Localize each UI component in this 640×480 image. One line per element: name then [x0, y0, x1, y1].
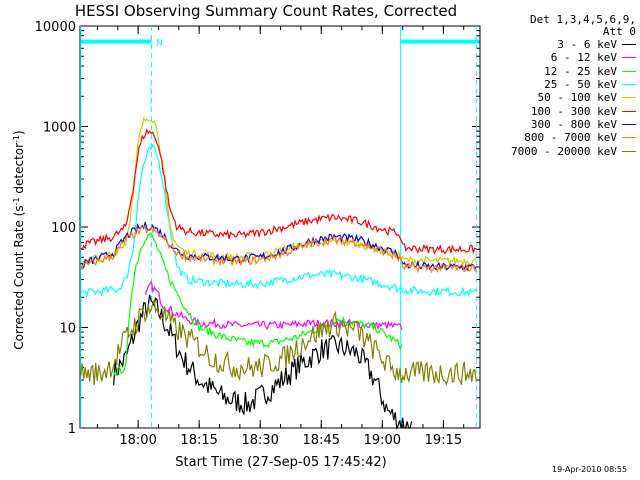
timestamp: 19-Apr-2010 08:55	[552, 465, 628, 474]
legend-swatch	[622, 70, 636, 72]
legend-entry: 25 - 50 keV	[470, 78, 636, 91]
legend-entry: 800 - 7000 keV	[470, 131, 636, 144]
x-axis-label: Start Time (27-Sep-05 17:45:42)	[175, 455, 386, 470]
legend: Det 1,3,4,5,6,9, Att 0 3 - 6 keV 6 - 12 k…	[470, 14, 636, 158]
legend-label: 6 - 12 keV	[550, 51, 617, 65]
y-axis-label: Corrected Count Rate (s-1 detector-1)	[12, 130, 26, 349]
y-tick-label: 10000	[35, 20, 76, 35]
legend-label: 7000 - 20000 keV	[511, 144, 617, 158]
legend-entry: 3 - 6 keV	[470, 38, 636, 51]
series-line	[80, 298, 477, 387]
y-tick-label: 10	[59, 322, 76, 337]
series-line	[80, 116, 477, 267]
series-line	[80, 226, 477, 274]
x-tick-label: 19:00	[364, 433, 401, 448]
y-tick-label: 100	[51, 221, 76, 236]
x-tick-label: 19:15	[425, 433, 462, 448]
series-line	[144, 280, 403, 331]
plot-area: 1 10 100 1000 10000 18:00 18:15 18:30 18:45 19:00…	[35, 20, 481, 448]
chart-title: HESSI Observing Summary Count Rates, Cor…	[75, 2, 457, 20]
x-tick-label: 18:00	[119, 433, 156, 448]
legend-label: 25 - 50 keV	[544, 78, 617, 92]
legend-header-detectors: Det 1,3,4,5,6,9,	[530, 13, 636, 26]
legend-label: 800 - 7000 keV	[524, 131, 617, 145]
series-line	[113, 232, 403, 377]
legend-label: 3 - 6 keV	[557, 38, 617, 52]
x-tick-label: 18:15	[180, 433, 217, 448]
legend-entry: 12 - 25 keV	[470, 65, 636, 78]
legend-swatch	[622, 97, 636, 99]
legend-label: 100 - 300 keV	[530, 104, 617, 118]
legend-entry: 6 - 12 keV	[470, 51, 636, 64]
legend-entries: 3 - 6 keV 6 - 12 keV 12 - 25 keV 25 - 50 ke…	[470, 38, 636, 158]
legend-entry: 300 - 800 keV	[470, 118, 636, 131]
flag-label: N	[156, 39, 163, 49]
legend-label: 12 - 25 keV	[544, 64, 617, 78]
legend-swatch	[622, 110, 636, 112]
legend-header-attenuator: Att 0	[602, 25, 636, 38]
legend-swatch	[622, 84, 636, 86]
legend-swatch	[622, 150, 636, 152]
y-tick-label: 1	[68, 422, 76, 437]
x-tick-label: 18:30	[241, 433, 278, 448]
legend-swatch	[622, 57, 636, 59]
legend-entry: 50 - 100 keV	[470, 91, 636, 104]
legend-swatch	[622, 137, 636, 139]
series-line	[113, 294, 413, 430]
series-line	[80, 128, 477, 255]
legend-entry: 100 - 300 keV	[470, 104, 636, 118]
y-tick-label: 1000	[43, 121, 76, 136]
legend-label: 300 - 800 keV	[530, 117, 617, 131]
legend-swatch	[622, 123, 636, 125]
x-tick-label: 18:45	[303, 433, 340, 448]
legend-label: 50 - 100 keV	[537, 91, 617, 105]
legend-swatch	[622, 44, 636, 46]
series-line	[80, 143, 477, 299]
legend-entry: 7000 - 20000 keV	[470, 144, 636, 158]
